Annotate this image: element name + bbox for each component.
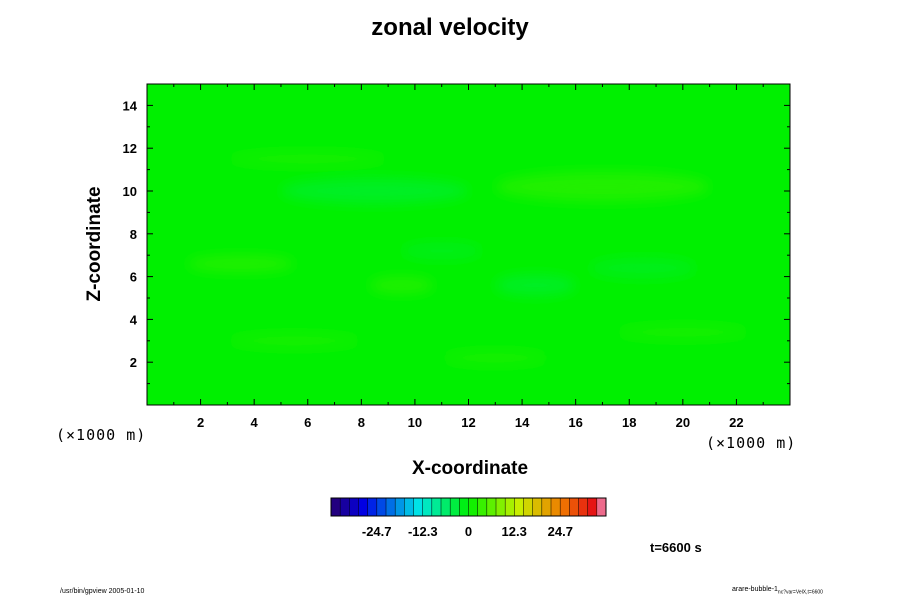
colorbar-cell [505, 498, 515, 516]
field-feature [369, 276, 434, 294]
colorbar-cell [578, 498, 589, 516]
x-tick-label: 18 [622, 415, 636, 430]
field-feature [401, 242, 482, 260]
field-features [187, 150, 750, 367]
x-tick-label: 14 [515, 415, 530, 430]
colorbar-cell [395, 498, 405, 516]
y-tick-label: 8 [130, 227, 137, 242]
colorbar-cell [541, 498, 552, 516]
colorbar-cell [441, 498, 451, 516]
field-feature [280, 178, 469, 204]
x-tick-label: 16 [568, 415, 582, 430]
footer-left: /usr/bin/gpview 2005-01-10 [60, 588, 145, 595]
colorbar-cell [404, 498, 414, 516]
colorbar-cell [376, 498, 387, 516]
colorbar-cell [532, 498, 543, 516]
colorbar-cell [569, 498, 579, 516]
colorbar-tick-label: 24.7 [548, 524, 573, 539]
x-axis-label: X-coordinate [411, 458, 529, 479]
y-tick-label: 4 [130, 312, 138, 327]
colorbar-cell [331, 498, 341, 516]
field-feature [615, 323, 750, 341]
colorbar-cell [340, 498, 350, 516]
x-unit-label-right: (×1000 m) [706, 434, 797, 452]
colorbar-cell [367, 498, 378, 516]
field-feature [227, 150, 389, 168]
colorbar-tick-label: 12.3 [502, 524, 527, 539]
x-unit-label-left: (×1000 m) [56, 426, 147, 444]
colorbar-cell [358, 498, 369, 516]
colorbar-cell [587, 498, 598, 516]
colorbar [330, 497, 607, 517]
x-tick-label: 2 [197, 415, 204, 430]
field-feature [589, 257, 697, 279]
colorbar-cell [477, 498, 488, 516]
x-tick-label: 12 [461, 415, 475, 430]
y-tick-label: 6 [130, 270, 137, 285]
field-feature [495, 274, 576, 296]
colorbar-tick-label: 0 [465, 524, 472, 539]
y-axis-ticks: 2 4 6 8 10 12 14 [123, 98, 790, 385]
x-tick-label: 4 [251, 415, 259, 430]
colorbar-tick-label: -12.3 [408, 524, 438, 539]
colorbar-cell [422, 498, 433, 516]
y-tick-label: 2 [130, 355, 137, 370]
colorbar-cell [468, 498, 479, 516]
colorbar-cell [496, 498, 506, 516]
field-feature [187, 255, 295, 273]
footer-right-main: arare-bubble-1 [732, 586, 778, 593]
colorbar-cell [596, 498, 607, 516]
x-axis-ticks: 2 4 6 8 10 12 14 16 18 20 22 [173, 84, 764, 430]
footer-right: arare-bubble-1nc?var=VelX,t=6600 [732, 586, 823, 595]
x-tick-label: 6 [304, 415, 311, 430]
colorbar-cell [514, 498, 524, 516]
y-tick-label: 12 [123, 141, 137, 156]
field-feature [227, 332, 362, 350]
colorbar-tick-label: -24.7 [362, 524, 392, 539]
colorbar-cell [560, 498, 570, 516]
x-tick-label: 20 [676, 415, 690, 430]
y-tick-label: 14 [123, 98, 138, 113]
field-feature [495, 171, 710, 202]
field-feature [441, 349, 549, 367]
colorbar-cell [523, 498, 534, 516]
colorbar-cell [386, 498, 396, 516]
colorbar-cell [349, 498, 359, 516]
y-tick-label: 10 [123, 184, 137, 199]
x-tick-label: 10 [408, 415, 422, 430]
time-label: t=6600 s [650, 540, 702, 555]
colorbar-cell [551, 498, 561, 516]
chart-title: zonal velocity [371, 14, 529, 41]
colorbar-cell [486, 498, 497, 516]
colorbar-cell [431, 498, 442, 516]
footer-right-sub: nc?var=VelX,t=6600 [777, 589, 823, 596]
x-tick-label: 8 [358, 415, 365, 430]
colorbar-frame [330, 497, 607, 517]
x-tick-label: 22 [729, 415, 743, 430]
colorbar-cell [413, 498, 424, 516]
colorbar-cell [450, 498, 460, 516]
colorbar-cell [459, 498, 469, 516]
colorbar-ticks: -24.7 -12.3 0 12.3 24.7 [362, 524, 573, 539]
